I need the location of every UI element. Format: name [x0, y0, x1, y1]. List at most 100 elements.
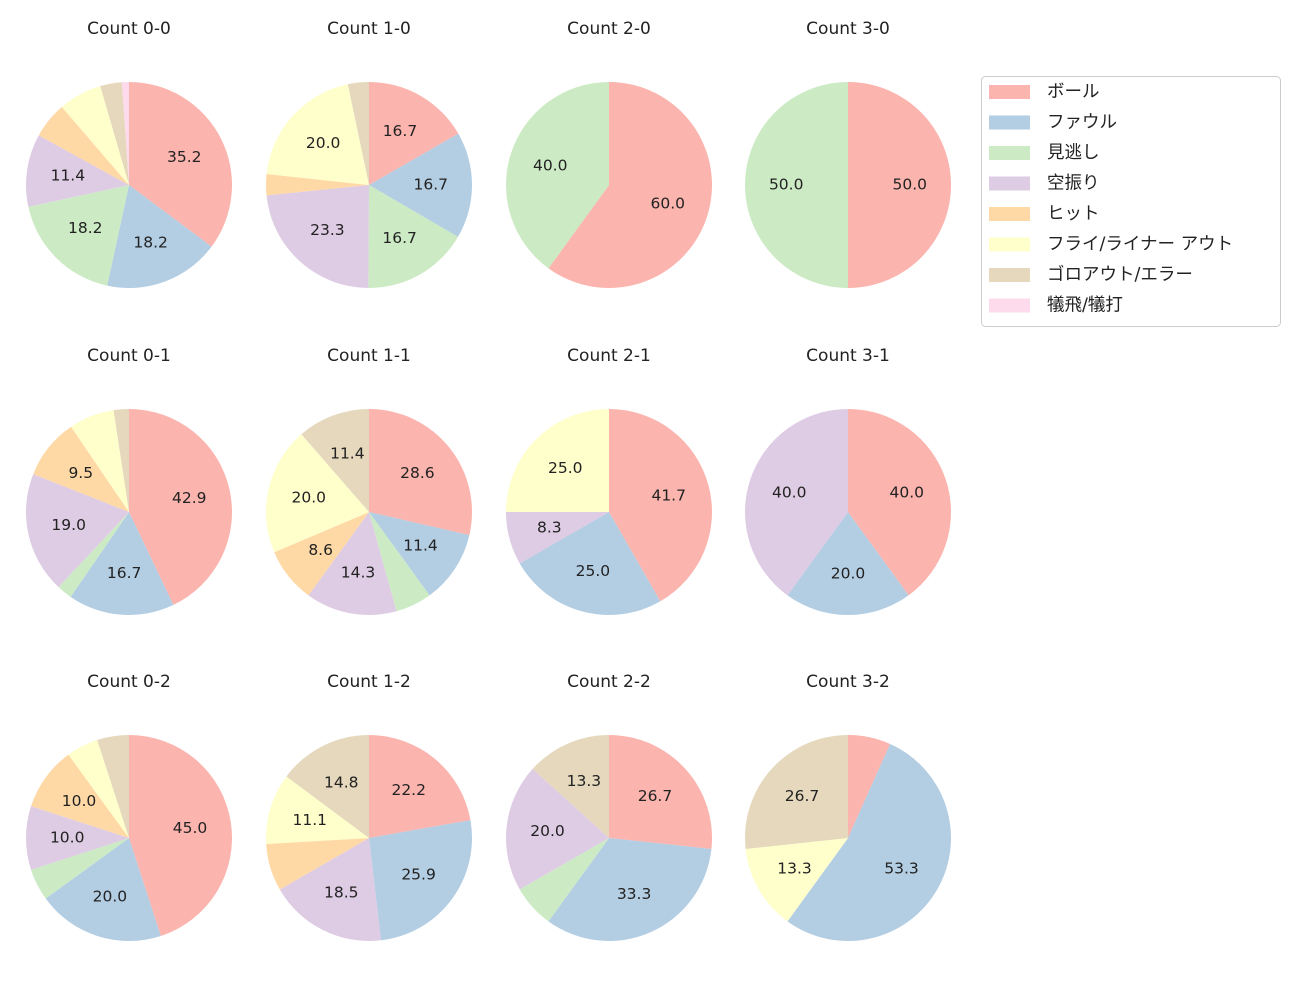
pie-slice: [848, 735, 891, 838]
chart-title: Count 2-1: [567, 346, 651, 366]
pie-slice: [266, 84, 369, 185]
pie-slice: [38, 106, 129, 185]
pie-slice: [97, 735, 129, 838]
pie-slice: [506, 512, 609, 564]
value-label: 14.3: [341, 563, 376, 581]
chart-title: Count 0-1: [87, 346, 171, 366]
value-label: 60.0: [651, 195, 686, 213]
value-label: 25.0: [548, 459, 583, 477]
value-label: 18.5: [324, 884, 359, 902]
pie-slice: [71, 410, 129, 512]
legend-label: 犠飛/犠打: [1047, 296, 1123, 316]
value-label: 26.7: [785, 787, 820, 805]
value-label: 23.3: [310, 221, 345, 239]
pie-slice: [25, 806, 129, 870]
value-label: 22.2: [391, 781, 426, 799]
pie-slice: [848, 82, 951, 288]
pie-slice: [519, 512, 661, 615]
chart-title: Count 1-2: [327, 672, 411, 692]
value-label: 26.7: [638, 787, 673, 805]
value-label: 45.0: [173, 819, 208, 837]
value-label: 13.3: [777, 859, 812, 877]
chart-title: Count 3-1: [806, 346, 890, 366]
legend-label: 空振り: [1047, 174, 1100, 194]
value-label: 53.3: [884, 859, 919, 877]
pie-slice: [129, 409, 232, 605]
pie-slice: [68, 740, 129, 838]
pie-slice: [25, 135, 130, 207]
chart-title: Count 0-0: [87, 19, 171, 39]
legend-label: ゴロアウト/エラー: [1047, 264, 1193, 285]
pie-slice: [274, 512, 369, 596]
value-label: 42.9: [172, 489, 207, 507]
pie-slice: [33, 426, 130, 512]
pie-slice: [369, 133, 472, 237]
pie-slice: [266, 185, 369, 288]
value-label: 10.0: [50, 829, 85, 847]
legend-swatch: [989, 268, 1030, 282]
pie-slice: [301, 409, 369, 512]
value-label: 16.7: [107, 564, 142, 582]
legend-swatch: [989, 298, 1030, 313]
pie-slice: [745, 82, 848, 288]
pie-slice: [745, 838, 848, 922]
pie-slice: [369, 820, 472, 941]
pie-slice: [129, 82, 232, 247]
pie-slice: [58, 512, 129, 597]
value-label: 35.2: [167, 148, 202, 166]
pie-slice: [26, 474, 130, 588]
pie-slice: [369, 735, 471, 838]
value-label: 20.0: [93, 887, 128, 905]
pie-slice: [347, 82, 369, 185]
pie-slice: [369, 82, 459, 185]
pie-slice: [45, 838, 161, 941]
value-label: 16.7: [383, 122, 418, 140]
value-label: 11.4: [51, 167, 86, 185]
pie-slice: [61, 86, 129, 185]
chart-title: Count 2-2: [567, 672, 651, 692]
value-label: 40.0: [890, 483, 925, 501]
pie-slice: [369, 512, 430, 612]
value-label: 18.2: [68, 219, 103, 237]
pie-slice: [31, 754, 129, 838]
pie-slice: [532, 735, 609, 838]
value-label: 9.5: [68, 464, 93, 482]
value-label: 40.0: [533, 156, 568, 174]
pie-slice: [548, 838, 712, 942]
pie-slice: [266, 838, 369, 890]
legend-frame: [981, 76, 1281, 327]
pie-slice: [609, 409, 712, 602]
value-label: 41.7: [651, 487, 686, 505]
pie-slice: [266, 776, 369, 844]
legend-swatch: [989, 176, 1030, 191]
legend-swatch: [989, 207, 1030, 221]
chart-title: Count 3-0: [806, 19, 890, 39]
pie-slice: [129, 735, 232, 936]
value-label: 13.3: [567, 772, 602, 790]
value-label: 20.0: [306, 134, 341, 152]
value-label: 25.9: [401, 865, 436, 883]
pie-slice: [548, 82, 712, 288]
chart-title: Count 0-2: [87, 672, 171, 692]
value-label: 8.3: [537, 518, 562, 536]
value-label: 8.6: [308, 541, 333, 559]
pie-slice: [113, 409, 129, 512]
pie-slice: [70, 512, 174, 615]
value-label: 16.7: [414, 176, 449, 194]
pie-slice: [28, 185, 129, 286]
pie-slice: [519, 838, 609, 922]
pie-slice: [506, 768, 609, 890]
pie-slice: [107, 185, 212, 289]
legend-label: ヒット: [1047, 204, 1100, 224]
pie-slice: [121, 82, 129, 185]
pie-slice: [609, 735, 712, 849]
legend-label: フライ/ライナー アウト: [1047, 235, 1233, 255]
legend-swatch: [989, 85, 1030, 99]
legend-label: 見逃し: [1047, 143, 1100, 163]
chart-title: Count 1-1: [327, 346, 411, 366]
value-label: 11.4: [330, 445, 365, 463]
pie-slice: [745, 409, 848, 596]
pie-slice: [506, 409, 609, 512]
